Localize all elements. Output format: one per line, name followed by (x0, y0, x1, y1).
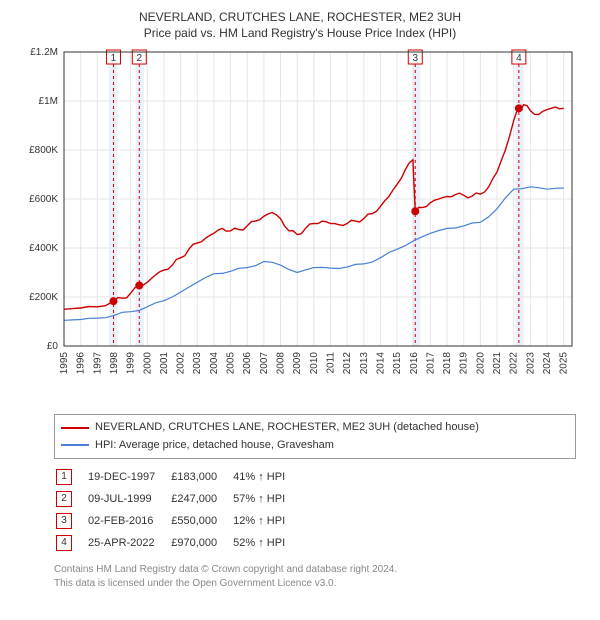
legend-item: NEVERLAND, CRUTCHES LANE, ROCHESTER, ME2… (61, 419, 569, 437)
svg-text:2001: 2001 (159, 352, 170, 375)
svg-text:2013: 2013 (359, 352, 370, 375)
svg-text:3: 3 (412, 53, 418, 64)
svg-text:2021: 2021 (492, 352, 503, 375)
legend-item: HPI: Average price, detached house, Grav… (61, 437, 569, 455)
svg-text:£800K: £800K (29, 145, 58, 156)
svg-text:4: 4 (516, 53, 522, 64)
sale-marker-box: 3 (56, 513, 72, 529)
svg-text:£600K: £600K (29, 194, 58, 205)
svg-text:2006: 2006 (242, 352, 253, 375)
svg-text:£1.2M: £1.2M (30, 47, 58, 58)
svg-text:2010: 2010 (309, 352, 320, 375)
svg-text:£0: £0 (47, 341, 59, 352)
svg-text:1996: 1996 (76, 352, 87, 375)
svg-text:2002: 2002 (176, 352, 187, 375)
svg-text:2025: 2025 (559, 352, 570, 375)
legend-label: HPI: Average price, detached house, Grav… (95, 437, 334, 455)
svg-text:2008: 2008 (276, 352, 287, 375)
svg-text:2018: 2018 (442, 352, 453, 375)
footnote-line: This data is licensed under the Open Gov… (54, 577, 576, 591)
table-row: 2 09-JUL-1999£247,00057% ↑ HPI (56, 489, 299, 509)
svg-text:2012: 2012 (342, 352, 353, 375)
svg-text:2016: 2016 (409, 352, 420, 375)
legend-swatch (61, 444, 89, 446)
svg-text:2004: 2004 (209, 352, 220, 375)
svg-text:2014: 2014 (375, 352, 386, 375)
svg-text:2023: 2023 (525, 352, 536, 375)
sales-table: 1 19-DEC-1997£183,00041% ↑ HPI 2 09-JUL-199… (54, 465, 301, 555)
svg-text:2: 2 (137, 53, 143, 64)
sale-price: £183,000 (171, 467, 231, 487)
sale-delta: 41% ↑ HPI (233, 467, 299, 487)
legend: NEVERLAND, CRUTCHES LANE, ROCHESTER, ME2… (54, 414, 576, 459)
svg-text:2019: 2019 (459, 352, 470, 375)
sale-marker-box: 4 (56, 535, 72, 551)
sale-delta: 12% ↑ HPI (233, 511, 299, 531)
sale-marker-box: 2 (56, 491, 72, 507)
sale-marker-box: 1 (56, 469, 72, 485)
svg-text:2009: 2009 (292, 352, 303, 375)
svg-text:2011: 2011 (325, 352, 336, 374)
svg-text:2015: 2015 (392, 352, 403, 375)
svg-text:2017: 2017 (425, 352, 436, 375)
page-subtitle: Price paid vs. HM Land Registry's House … (10, 26, 590, 40)
footnote-line: Contains HM Land Registry data © Crown c… (54, 563, 576, 577)
svg-text:2024: 2024 (542, 352, 553, 375)
svg-text:2022: 2022 (509, 352, 520, 375)
svg-text:£1M: £1M (39, 96, 58, 107)
table-row: 3 02-FEB-2016£550,00012% ↑ HPI (56, 511, 299, 531)
sale-price: £970,000 (171, 533, 231, 553)
svg-text:1: 1 (111, 53, 117, 64)
svg-text:2000: 2000 (142, 352, 153, 375)
page-title: NEVERLAND, CRUTCHES LANE, ROCHESTER, ME2… (10, 10, 590, 24)
sale-date: 09-JUL-1999 (88, 489, 169, 509)
sale-price: £550,000 (171, 511, 231, 531)
svg-text:2003: 2003 (192, 352, 203, 375)
svg-text:1997: 1997 (92, 352, 103, 375)
price-chart: 1 2 3 4 £0 £200K £400K £600K £800K £1M £1.2M 1995 19… (22, 46, 578, 406)
sale-date: 25-APR-2022 (88, 533, 169, 553)
sale-price: £247,000 (171, 489, 231, 509)
footnote: Contains HM Land Registry data © Crown c… (54, 563, 576, 591)
svg-text:£400K: £400K (29, 243, 58, 254)
svg-text:1995: 1995 (59, 352, 70, 375)
legend-label: NEVERLAND, CRUTCHES LANE, ROCHESTER, ME2… (95, 419, 479, 437)
svg-text:£200K: £200K (29, 292, 58, 303)
table-row: 1 19-DEC-1997£183,00041% ↑ HPI (56, 467, 299, 487)
table-row: 4 25-APR-2022£970,00052% ↑ HPI (56, 533, 299, 553)
sale-date: 02-FEB-2016 (88, 511, 169, 531)
svg-text:1999: 1999 (126, 352, 137, 375)
legend-swatch (61, 427, 89, 429)
sale-delta: 57% ↑ HPI (233, 489, 299, 509)
svg-text:2005: 2005 (226, 352, 237, 375)
svg-text:1998: 1998 (109, 352, 120, 375)
svg-text:2020: 2020 (475, 352, 486, 375)
sale-date: 19-DEC-1997 (88, 467, 169, 487)
svg-text:2007: 2007 (259, 352, 270, 375)
sale-delta: 52% ↑ HPI (233, 533, 299, 553)
